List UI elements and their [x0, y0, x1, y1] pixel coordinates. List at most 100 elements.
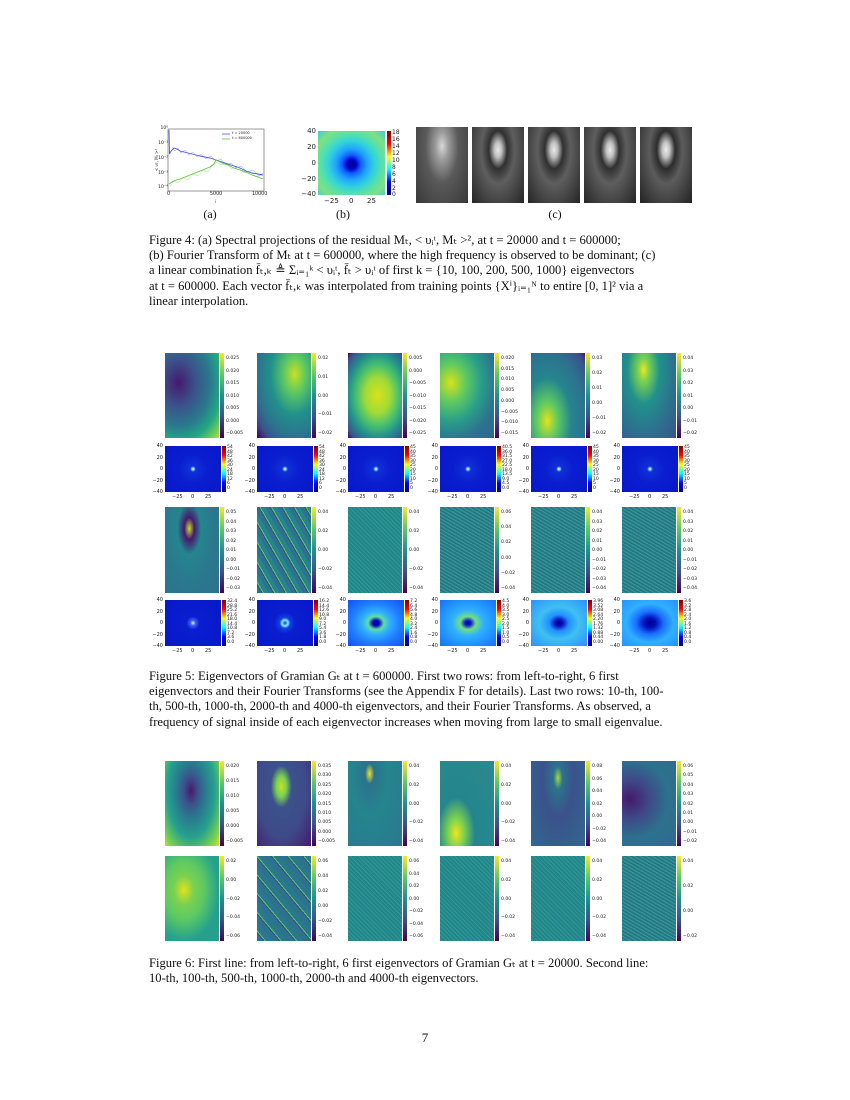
- colorbar: [312, 353, 316, 438]
- ytick: 0: [251, 466, 255, 472]
- fig5-fft-eigenvector-5: 45 40 35 30 25 20 15 10 5 0 40 20 0 −20 −40 −25 0 25: [517, 444, 618, 502]
- xtick: 25: [662, 648, 669, 654]
- ytick: 0: [525, 620, 529, 626]
- cbar-tick: 2.20: [593, 617, 604, 623]
- cbar-tick: 0.02: [318, 529, 329, 534]
- fig5-fft-eigenvector-10-th: 32.4 28.8 25.2 21.6 18.0 14.4 10.8 7.2 3.6 0.0 40 2…: [151, 598, 252, 656]
- cbar-tick: 0.8: [684, 630, 692, 636]
- ytick: 0: [616, 620, 620, 626]
- cbar-tick: 0.04: [592, 789, 603, 794]
- cbar-tick: 40: [410, 449, 416, 455]
- fft-heatmap-image: [440, 446, 496, 492]
- ytick: 40: [522, 597, 529, 603]
- cbar-tick: −0.005: [409, 381, 427, 386]
- cbar-tick: 36: [319, 458, 325, 464]
- cbar-tick: 0.06: [683, 764, 694, 769]
- cbar-tick: −0.02: [318, 431, 333, 436]
- figure-4-caption: Figure 4: (a) Spectral projections of th…: [149, 233, 701, 309]
- ytick: −20: [427, 631, 438, 638]
- cbar-tick: 10: [593, 476, 599, 482]
- cbar-tick: 31.5: [502, 454, 513, 460]
- colorbar: [679, 600, 683, 646]
- ytick: 40: [248, 443, 255, 449]
- cbar-tick: 0.04: [501, 764, 512, 769]
- cbar-tick: 0.00: [683, 909, 694, 914]
- y-axis-ticks: 10⁰ 10⁻¹ 10⁻² 10⁻³ 10⁻⁴: [152, 124, 168, 194]
- cbar-tick: 0.00: [501, 896, 512, 902]
- cbar-tick: 0.00: [683, 820, 694, 826]
- cbar-tick: 20: [593, 467, 599, 473]
- cbar-tick: 0.00: [226, 557, 237, 563]
- cbar-tick: −0.005: [226, 839, 244, 844]
- cbar-tick: 0.00: [226, 877, 237, 883]
- cbar-tick: 32.4: [227, 599, 238, 604]
- cbar-tick: 3.6: [684, 599, 692, 604]
- cbar-tick: 0.00: [318, 393, 329, 399]
- eigenvector-image: [622, 856, 676, 941]
- xtick: 25: [571, 648, 578, 654]
- cbar-tick: 16: [392, 136, 400, 143]
- colorbar: [403, 856, 407, 941]
- cbar-tick: 2.4: [684, 612, 692, 618]
- colorbar: [677, 507, 681, 593]
- ytick: 20: [339, 608, 346, 615]
- fig5-eigenvector-1: 0.025 0.020 0.015 0.010 0.005 0.000 −0.005: [165, 353, 249, 438]
- cbar-tick: 0: [319, 486, 322, 491]
- fft-heatmap-image: [440, 600, 496, 646]
- xtick: 0: [191, 648, 195, 654]
- cbar-tick: 0: [684, 486, 687, 491]
- ytick: −20: [152, 631, 163, 638]
- cbar-tick: 0.015: [501, 366, 515, 372]
- cbar-tick: 0.03: [226, 529, 237, 534]
- caption-line: eigenvectors and their Fourier Transform…: [149, 684, 664, 699]
- fig6-eigenvector-4: 0.04 0.02 0.00 −0.02 −0.04: [440, 761, 524, 846]
- xtick: −25: [355, 648, 366, 654]
- cbar-tick: 0.0: [502, 486, 510, 491]
- cbar-tick: 3.08: [593, 608, 604, 614]
- ytick: 20: [307, 143, 316, 151]
- cbar-tick: 0.02: [592, 801, 603, 807]
- cbar-tick: −0.02: [409, 820, 424, 826]
- cbar-tick: −0.03: [226, 586, 241, 591]
- ytick: −40: [335, 643, 346, 649]
- fig6-eigenvector-1000-th: 0.04 0.02 0.00 −0.02 −0.04: [440, 856, 524, 941]
- cbar-tick: 1.8: [319, 635, 327, 641]
- caption-line: (b) Fourier Transform of Mₜ at t = 60000…: [149, 248, 656, 263]
- cbar-tick: 2.0: [684, 617, 692, 623]
- ytick: −40: [244, 643, 255, 649]
- cbar-tick: 18.0: [502, 467, 513, 473]
- y-axis-ticks: 40 20 0 −20 −40: [243, 443, 255, 495]
- cbar-tick: 14.4: [319, 603, 330, 609]
- ytick: 20: [248, 608, 255, 615]
- cbar-tick: 21.6: [227, 612, 238, 618]
- cbar-tick: 9.0: [502, 476, 510, 482]
- fig5-fft-eigenvector-1000-th: 4.5 4.0 3.5 3.0 2.5 2.0 1.5 1.0 0.5 0.0 40 20 0 −20 −4…: [426, 598, 527, 656]
- fig5-eigenvector-10-th: 0.05 0.04 0.03 0.02 0.01 0.00 −0.01 −0.02 −0.03: [165, 507, 249, 593]
- ytick: 10⁰: [160, 126, 168, 131]
- xtick: 25: [388, 494, 395, 500]
- cbar-tick: 0: [410, 486, 413, 491]
- colorbar: [403, 761, 407, 846]
- cbar-tick: 1.0: [502, 630, 510, 636]
- ytick: 40: [339, 443, 346, 449]
- cbar-tick: 0.4: [684, 635, 692, 641]
- ytick: 10⁻⁴: [158, 185, 168, 190]
- fft-heatmap-image: [257, 446, 313, 492]
- xtick: −25: [172, 494, 183, 500]
- caption-line: frequency of signal inside of each eigen…: [149, 714, 663, 729]
- caption-line: th, 500-th, 1000-th, 2000-th and 4000-th…: [149, 699, 651, 714]
- cbar-tick: 0.000: [501, 398, 515, 404]
- colorbar: [586, 507, 590, 593]
- cbar-tick: 4.5: [502, 481, 510, 487]
- cbar-tick: 0.03: [592, 519, 603, 525]
- cbar-tick: 42: [227, 454, 233, 460]
- eigenvector-image: [348, 507, 402, 593]
- ytick: −20: [301, 175, 316, 183]
- cbar-tick: 13.5: [502, 472, 513, 478]
- xtick: 25: [480, 648, 487, 654]
- fft-heatmap-image: [348, 446, 404, 492]
- colorbar: [586, 353, 590, 438]
- cbar-tick: 0.000: [318, 829, 332, 835]
- ytick: 20: [522, 608, 529, 615]
- cbar-tick: 35: [593, 454, 599, 460]
